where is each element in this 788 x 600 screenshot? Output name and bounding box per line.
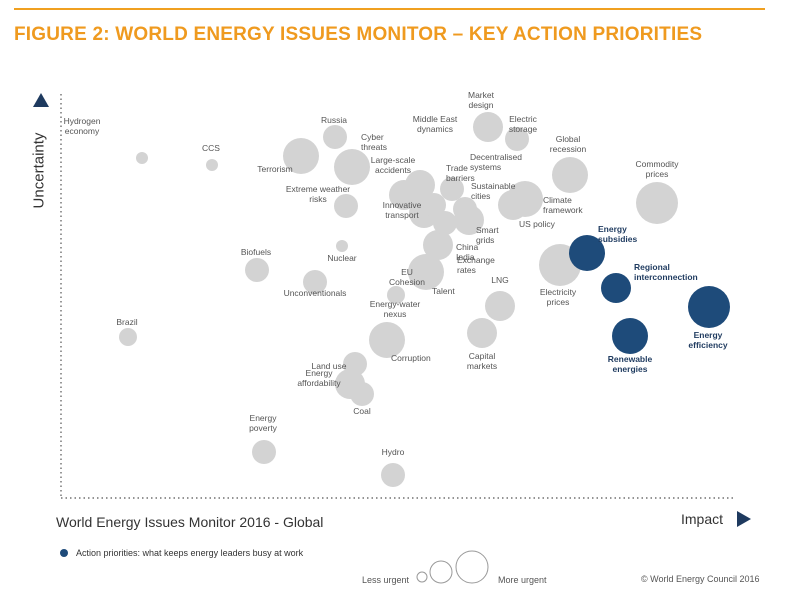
x-axis-arrow-icon	[737, 511, 751, 527]
label-energy-poverty: Energy poverty	[249, 413, 278, 433]
bubble-brazil	[119, 328, 137, 346]
label-capital-markets: Capital markets	[467, 351, 497, 371]
label-layer: Hydrogen economy CCS Brazil Biofuels Energy po…	[64, 90, 728, 457]
bubble-energy-poverty	[252, 440, 276, 464]
label-exchange-rates: Exchange rates	[457, 255, 495, 275]
bubble-hydrogen-economy	[136, 152, 148, 164]
label-biofuels: Biofuels	[241, 247, 271, 257]
label-climate-framework: Climate framework	[543, 195, 583, 215]
label-hydro: Hydro	[382, 447, 405, 457]
bubble-decentralised-systems	[440, 177, 464, 201]
label-ccs: CCS	[202, 143, 220, 153]
label-regional-interconnection: Regional interconnection	[634, 262, 698, 282]
label-terrorism: Terrorism	[257, 164, 292, 174]
bubble-russia	[323, 125, 347, 149]
label-unconventionals: Unconventionals	[284, 288, 347, 298]
less-urgent-label: Less urgent	[362, 575, 410, 585]
bubble-cyber-threats	[334, 149, 370, 185]
label-energy-affordability: Energy affordability	[297, 368, 341, 388]
label-energy-subsidies: Energy subsidies	[598, 224, 637, 244]
label-hydrogen-economy: Hydrogen economy	[64, 116, 101, 136]
label-innovative-transport: Innovative transport	[383, 200, 422, 220]
legend-medium-circle	[429, 560, 453, 584]
label-trade-barriers: Trade barriers	[446, 163, 475, 183]
label-corruption: Corruption	[391, 353, 431, 363]
label-us-policy: US policy	[519, 219, 556, 229]
legend-large-circle	[455, 550, 489, 584]
bubble-energy-subsidies	[569, 235, 605, 271]
bubble-energy-water-nexus	[387, 286, 405, 304]
bubble-corruption	[369, 322, 405, 358]
bubble-capital-markets	[467, 318, 497, 348]
bubble-renewable-energies	[612, 318, 648, 354]
top-rule	[14, 8, 765, 10]
bubble-energy-efficiency	[688, 286, 730, 328]
y-axis-label: Uncertainty	[30, 132, 48, 209]
bubble-electric-storage	[505, 127, 529, 151]
bubble-lng	[485, 291, 515, 321]
label-brazil: Brazil	[116, 317, 137, 327]
legend-small-circle	[416, 571, 428, 583]
bubble-smart-grids	[454, 205, 484, 235]
label-sustainable-cities: Sustainable cities	[471, 181, 516, 201]
bubble-regional-interconnection	[601, 273, 631, 303]
bubble-terrorism	[283, 138, 319, 174]
x-axis-label: Impact	[681, 511, 724, 527]
label-lng: LNG	[491, 275, 508, 285]
bubble-talent	[411, 259, 441, 289]
y-axis-arrow-icon	[33, 93, 49, 107]
bubble-ccs	[206, 159, 218, 171]
bubble-hydro	[381, 463, 405, 487]
label-market-design: Market design	[468, 90, 495, 110]
label-land-use: Land use	[312, 361, 347, 371]
priority-legend: Action priorities: what keeps energy lea…	[60, 548, 303, 558]
label-electric-storage: Electric storage	[509, 114, 538, 134]
bubble-china-india	[423, 230, 453, 260]
bubble-nuclear	[336, 240, 348, 252]
label-eu-cohesion: EU Cohesion	[389, 267, 425, 287]
label-russia: Russia	[321, 115, 347, 125]
bubble-climate-framework	[507, 181, 543, 217]
more-urgent-label: More urgent	[498, 575, 547, 585]
priority-legend-text: Action priorities: what keeps energy lea…	[76, 548, 304, 558]
bubble-exchange-rates	[433, 211, 457, 235]
label-global-recession: Global recession	[550, 134, 587, 154]
label-decentralised-systems: Decentralised systems	[470, 152, 522, 172]
label-middle-east-dynamics: Middle East dynamics	[413, 114, 458, 134]
label-coal: Coal	[353, 406, 371, 416]
label-large-scale-accidents: Large-scale accidents	[371, 155, 416, 175]
bubble-commodity-prices	[636, 182, 678, 224]
footer-title: World Energy Issues Monitor 2016 - Globa…	[56, 514, 324, 530]
label-extreme-weather-risks: Extreme weather risks	[286, 184, 350, 204]
bubble-unconventionals	[303, 270, 327, 294]
copyright-text: © World Energy Council 2016	[641, 574, 760, 584]
bubble-layer	[119, 112, 730, 487]
bubble-market-design	[473, 112, 503, 142]
bubble-coal	[350, 382, 374, 406]
label-energy-water-nexus: Energy-water nexus	[370, 299, 421, 319]
bubble-trade-barriers	[422, 193, 446, 217]
label-renewable-energies: Renewable energies	[608, 354, 653, 374]
label-talent: Talent	[432, 286, 455, 296]
bubble-biofuels	[245, 258, 269, 282]
label-electricity-prices: Electricity prices	[540, 287, 577, 307]
label-energy-efficiency: Energy efficiency	[688, 330, 727, 350]
bubble-global-recession	[552, 157, 588, 193]
label-nuclear: Nuclear	[327, 253, 356, 263]
priority-dot-icon	[60, 549, 68, 557]
label-smart-grids: Smart grids	[476, 225, 499, 245]
bubble-extreme-weather-risks	[334, 194, 358, 218]
figure-title: FIGURE 2: WORLD ENERGY ISSUES MONITOR – …	[14, 24, 703, 45]
label-commodity-prices: Commodity prices	[636, 159, 680, 179]
bubble-middle-east-dynamics	[405, 170, 435, 200]
label-cyber-threats: Cyber threats	[361, 132, 387, 152]
label-china-india: China India	[456, 242, 478, 262]
